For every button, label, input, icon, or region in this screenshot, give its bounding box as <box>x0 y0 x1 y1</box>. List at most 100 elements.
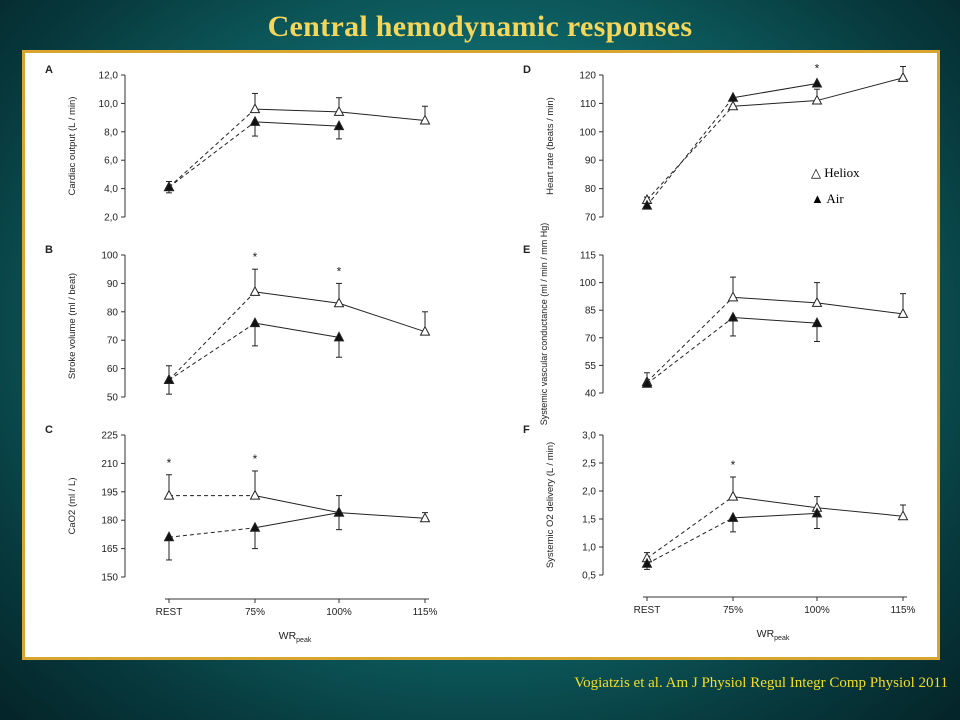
air-point <box>811 507 823 518</box>
y-tick-label: 70 <box>585 213 597 224</box>
heliox-point <box>811 94 823 105</box>
heliox-point <box>897 71 909 82</box>
heliox-point <box>249 103 261 114</box>
y-tick-label: 90 <box>585 156 597 167</box>
significance-asterisk: * <box>815 62 820 76</box>
y-axis-label: Systemic O2 delivery (L / min) <box>545 442 556 568</box>
series-line-air <box>732 317 818 324</box>
legend-air-label: Air <box>826 191 844 206</box>
series-line-air <box>646 317 734 385</box>
y-tick-label: 150 <box>101 573 118 584</box>
air-point <box>727 311 739 322</box>
series-line-heliox <box>732 100 818 107</box>
heliox-point <box>727 100 739 111</box>
legend-air: ▲ Air <box>811 191 844 207</box>
series-line-heliox <box>338 512 426 519</box>
air-point <box>641 557 653 568</box>
air-point <box>333 506 345 517</box>
series-line-air <box>254 322 340 338</box>
x-tick-label: REST <box>156 607 183 618</box>
chart-panel-f: F 0,5 1,0 1,5 2,0 2,5 3,0 Systemic O2 delivery … <box>523 424 916 642</box>
y-tick-label: 12,0 <box>99 71 119 82</box>
x-tick-label: 115% <box>891 605 916 616</box>
series-line-heliox <box>816 302 904 315</box>
significance-asterisk: * <box>253 452 258 466</box>
air-point <box>163 181 175 192</box>
series-line-heliox <box>338 111 426 121</box>
y-tick-label: 10,0 <box>99 99 119 110</box>
filled-triangle-icon: ▲ <box>811 191 824 206</box>
figure-svg: A 2,0 4,0 6,0 8,0 10,0 12,0 Cardiac output (L /… <box>45 62 916 644</box>
series-line-heliox <box>816 77 904 102</box>
x-tick-label: 100% <box>326 607 352 618</box>
chart-panel-b: B 50 60 70 80 90 100 Stroke volume (ml / beat) *… <box>45 244 431 404</box>
figure-panel: A 2,0 4,0 6,0 8,0 10,0 12,0 Cardiac output (L /… <box>22 50 940 660</box>
y-tick-label: 3,0 <box>582 431 596 442</box>
air-point <box>249 521 261 532</box>
air-point <box>641 377 653 388</box>
y-tick-label: 120 <box>579 71 596 82</box>
y-tick-label: 85 <box>585 306 597 317</box>
air-point <box>249 317 261 328</box>
citation: Vogiatzis et al. Am J Physiol Regul Inte… <box>574 675 948 691</box>
y-tick-label: 100 <box>579 127 596 138</box>
y-tick-label: 80 <box>585 184 597 195</box>
series-line-air <box>732 83 818 99</box>
y-axis-label: CaO2 (ml / L) <box>67 477 78 534</box>
y-tick-label: 100 <box>101 251 118 262</box>
y-tick-label: 1,0 <box>582 543 596 554</box>
y-tick-label: 55 <box>585 361 597 372</box>
air-point <box>641 199 653 210</box>
heliox-point <box>249 489 261 500</box>
series-line-heliox <box>338 302 426 333</box>
series-line-air <box>254 512 340 529</box>
series-line-air <box>732 512 818 519</box>
series-line-heliox <box>646 296 734 383</box>
chart-panel-e: E 40 55 70 85 100 115 Systemic vascular conduct… <box>523 223 909 425</box>
heliox-point <box>249 285 261 296</box>
y-tick-label: 90 <box>107 279 119 290</box>
y-tick-label: 195 <box>101 487 118 498</box>
series-line-heliox <box>254 108 340 113</box>
heliox-point <box>727 490 739 501</box>
y-tick-label: 165 <box>101 544 118 555</box>
y-tick-label: 2,0 <box>582 487 596 498</box>
series-line-heliox <box>816 507 904 517</box>
significance-asterisk: * <box>167 456 172 470</box>
air-point <box>811 77 823 88</box>
air-point <box>727 91 739 102</box>
y-axis-label: Heart rate (beats / min) <box>545 97 556 195</box>
x-tick-label: 75% <box>245 607 265 618</box>
panel-letter: A <box>45 64 53 76</box>
air-point <box>727 511 739 522</box>
air-point <box>163 531 175 542</box>
y-tick-label: 2,5 <box>582 459 596 470</box>
legend-heliox-label: Heliox <box>824 165 860 180</box>
y-tick-label: 110 <box>580 99 596 110</box>
x-tick-label: 115% <box>413 607 438 618</box>
y-tick-label: 50 <box>107 393 119 404</box>
series-line-air <box>168 121 256 188</box>
y-tick-label: 6,0 <box>104 156 118 167</box>
x-tick-label: 100% <box>804 605 830 616</box>
heliox-point <box>419 325 431 336</box>
series-line-air <box>254 121 340 127</box>
series-line-heliox <box>646 496 734 559</box>
y-tick-label: 1,5 <box>582 515 596 526</box>
significance-asterisk: * <box>731 458 736 472</box>
significance-asterisk: * <box>337 264 342 278</box>
air-point <box>333 331 345 342</box>
heliox-point <box>163 489 175 500</box>
y-axis-label: Cardiac output (L / min) <box>67 97 78 196</box>
series-line-air <box>646 517 734 565</box>
air-point <box>333 120 345 131</box>
y-tick-label: 70 <box>107 336 119 347</box>
heliox-point <box>419 114 431 125</box>
y-tick-label: 180 <box>101 516 118 527</box>
heliox-point <box>897 307 909 318</box>
series-line-air <box>646 97 734 206</box>
chart-panel-d: D 70 80 90 100 110 120 Heart rate (beats / min)… <box>523 62 909 224</box>
y-tick-label: 100 <box>579 278 596 289</box>
series-line-heliox <box>168 291 256 381</box>
heliox-point <box>727 291 739 302</box>
